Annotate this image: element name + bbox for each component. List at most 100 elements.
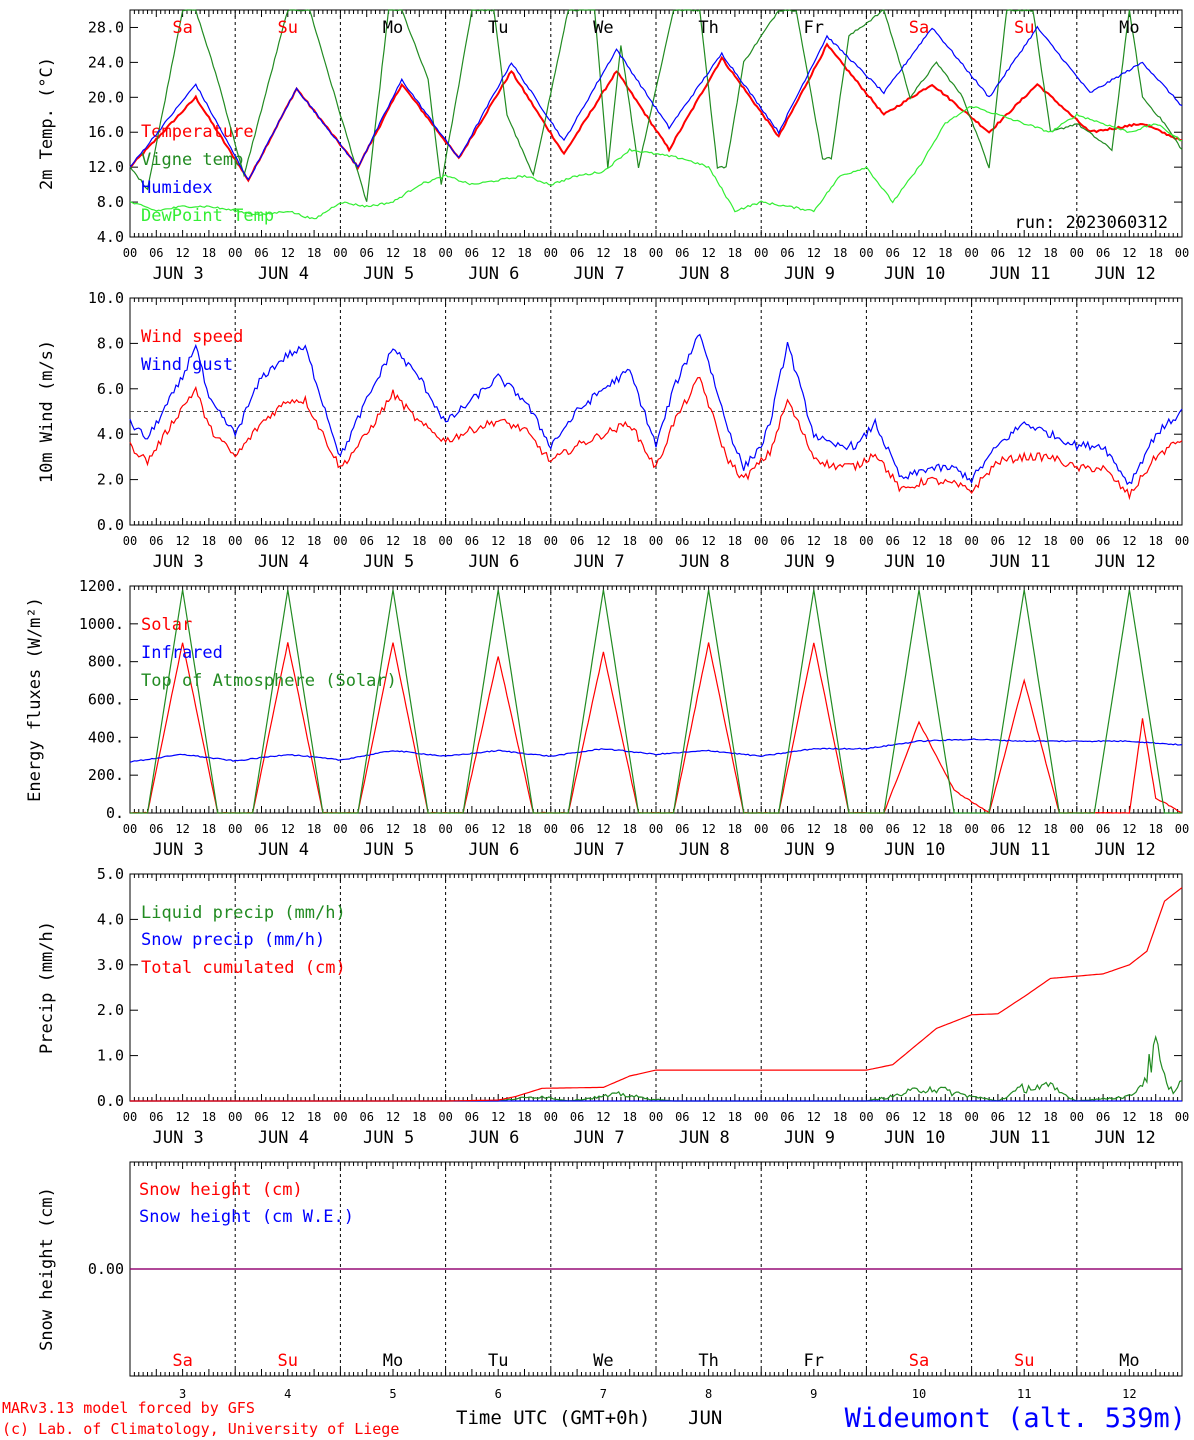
hour-label: 12 (1122, 1110, 1136, 1124)
date-label: JUN 11 (989, 552, 1050, 572)
hour-label: 00 (544, 1110, 558, 1124)
series-line-wind-speed (129, 376, 1183, 501)
hour-label: 00 (438, 534, 452, 548)
wind-panel: 0.0 2.0 4.0 6.0 8.0 10.0 10m Wind (m/s) Wind sp… (37, 289, 1189, 572)
hour-label: 06 (885, 1110, 899, 1124)
time-axis-label: Time UTC (GMT+0h) (456, 1407, 650, 1429)
series-line-total-cumulated-cm- (130, 887, 1183, 1102)
hour-label: 00 (228, 534, 242, 548)
hour-label: 00 (754, 246, 768, 260)
hour-label: 12 (1017, 534, 1031, 548)
hour-label: 06 (675, 822, 689, 836)
y-tick-label: 1000. (79, 615, 124, 633)
hour-label: 00 (123, 1110, 137, 1124)
hour-label: 06 (359, 246, 373, 260)
hour-label: 12 (701, 1110, 715, 1124)
hour-label: 00 (438, 1110, 452, 1124)
hour-label: 06 (465, 534, 479, 548)
hour-label: 18 (622, 1110, 636, 1124)
hour-label: 18 (938, 246, 952, 260)
weekday-label: We (593, 1351, 613, 1371)
hour-label: 12 (281, 246, 295, 260)
hour-label: 18 (307, 246, 321, 260)
date-label: JUN 9 (784, 552, 835, 572)
hour-label: 00 (544, 822, 558, 836)
date-label: JUN 5 (363, 552, 414, 572)
hour-label: 06 (1096, 246, 1110, 260)
hour-label: 00 (228, 822, 242, 836)
snow-panel: 0.00 Snow height (cm) Snow height (cm) Snow… (37, 1161, 1183, 1401)
hour-label: 18 (728, 246, 742, 260)
hour-label: 12 (491, 534, 505, 548)
date-label: JUN 11 (989, 264, 1050, 284)
y-axis-label: Snow height (cm) (37, 1187, 57, 1351)
y-tick-label: 16.0 (88, 123, 124, 141)
hour-label: 00 (333, 822, 347, 836)
hour-label: 18 (202, 822, 216, 836)
y-tick-label: 0.0 (97, 1092, 124, 1110)
y-tick-label: 8.0 (97, 193, 124, 211)
hour-label: 18 (938, 1110, 952, 1124)
hour-label: 06 (359, 822, 373, 836)
hour-label: 06 (359, 534, 373, 548)
y-tick-label: 0.00 (88, 1260, 124, 1278)
hour-label: 06 (570, 1110, 584, 1124)
hour-label: 18 (202, 246, 216, 260)
hour-label: 18 (517, 822, 531, 836)
y-tick-label: 4.0 (97, 425, 124, 443)
hour-label: 06 (254, 822, 268, 836)
hour-label: 12 (1017, 246, 1031, 260)
date-label: JUN 8 (679, 840, 730, 860)
legend-entry: Wind speed (141, 327, 243, 347)
hour-label: 18 (517, 534, 531, 548)
hour-label: 00 (859, 1110, 873, 1124)
hour-label: 12 (912, 1110, 926, 1124)
hour-label: 18 (1043, 1110, 1057, 1124)
hour-label: 06 (570, 534, 584, 548)
weekday-label: Fr (804, 1351, 824, 1371)
day-number-label: 10 (912, 1387, 926, 1401)
y-tick-label: 2.0 (97, 1001, 124, 1019)
hour-label: 06 (675, 534, 689, 548)
hour-label: 00 (544, 246, 558, 260)
hour-label: 12 (1017, 822, 1031, 836)
weekday-label: Sa (909, 1351, 929, 1371)
weekday-label: Sa (172, 18, 192, 38)
hour-label: 06 (149, 1110, 163, 1124)
hour-label: 06 (885, 822, 899, 836)
hour-label: 00 (754, 822, 768, 836)
hour-label: 00 (1070, 534, 1084, 548)
hour-label: 18 (833, 1110, 847, 1124)
y-axis-label: 2m Temp. (°C) (37, 57, 57, 190)
hour-label: 18 (622, 822, 636, 836)
weekday-label: Sa (172, 1351, 192, 1371)
hour-label: 12 (386, 822, 400, 836)
day-number-label: 4 (284, 1387, 291, 1401)
hour-label: 00 (333, 534, 347, 548)
hour-label: 06 (359, 1110, 373, 1124)
hour-label: 00 (228, 246, 242, 260)
date-label: JUN 3 (153, 840, 204, 860)
y-tick-label: 0. (106, 804, 124, 822)
date-label: JUN 6 (468, 840, 519, 860)
date-label: JUN 9 (784, 264, 835, 284)
hour-label: 00 (123, 246, 137, 260)
temperature-panel: 4.0 8.0 12.0 16.0 20.0 24.0 28.0 2m Temp. (°C) T… (37, 9, 1189, 284)
series-line-infrared (129, 738, 1183, 763)
hour-label: 18 (202, 534, 216, 548)
date-label: JUN 5 (363, 840, 414, 860)
hour-label: 00 (228, 1110, 242, 1124)
hour-label: 18 (517, 1110, 531, 1124)
hour-label: 18 (307, 822, 321, 836)
date-label: JUN 7 (573, 264, 624, 284)
date-label: JUN 4 (258, 840, 309, 860)
y-tick-label: 6.0 (97, 380, 124, 398)
hour-label: 18 (938, 534, 952, 548)
legend-entry: Liquid precip (mm/h) (141, 903, 346, 923)
hour-label: 18 (412, 822, 426, 836)
y-tick-label: 24.0 (88, 53, 124, 71)
y-tick-label: 5.0 (97, 865, 124, 883)
hour-label: 12 (281, 534, 295, 548)
date-label: JUN 3 (153, 552, 204, 572)
hour-label: 12 (175, 1110, 189, 1124)
